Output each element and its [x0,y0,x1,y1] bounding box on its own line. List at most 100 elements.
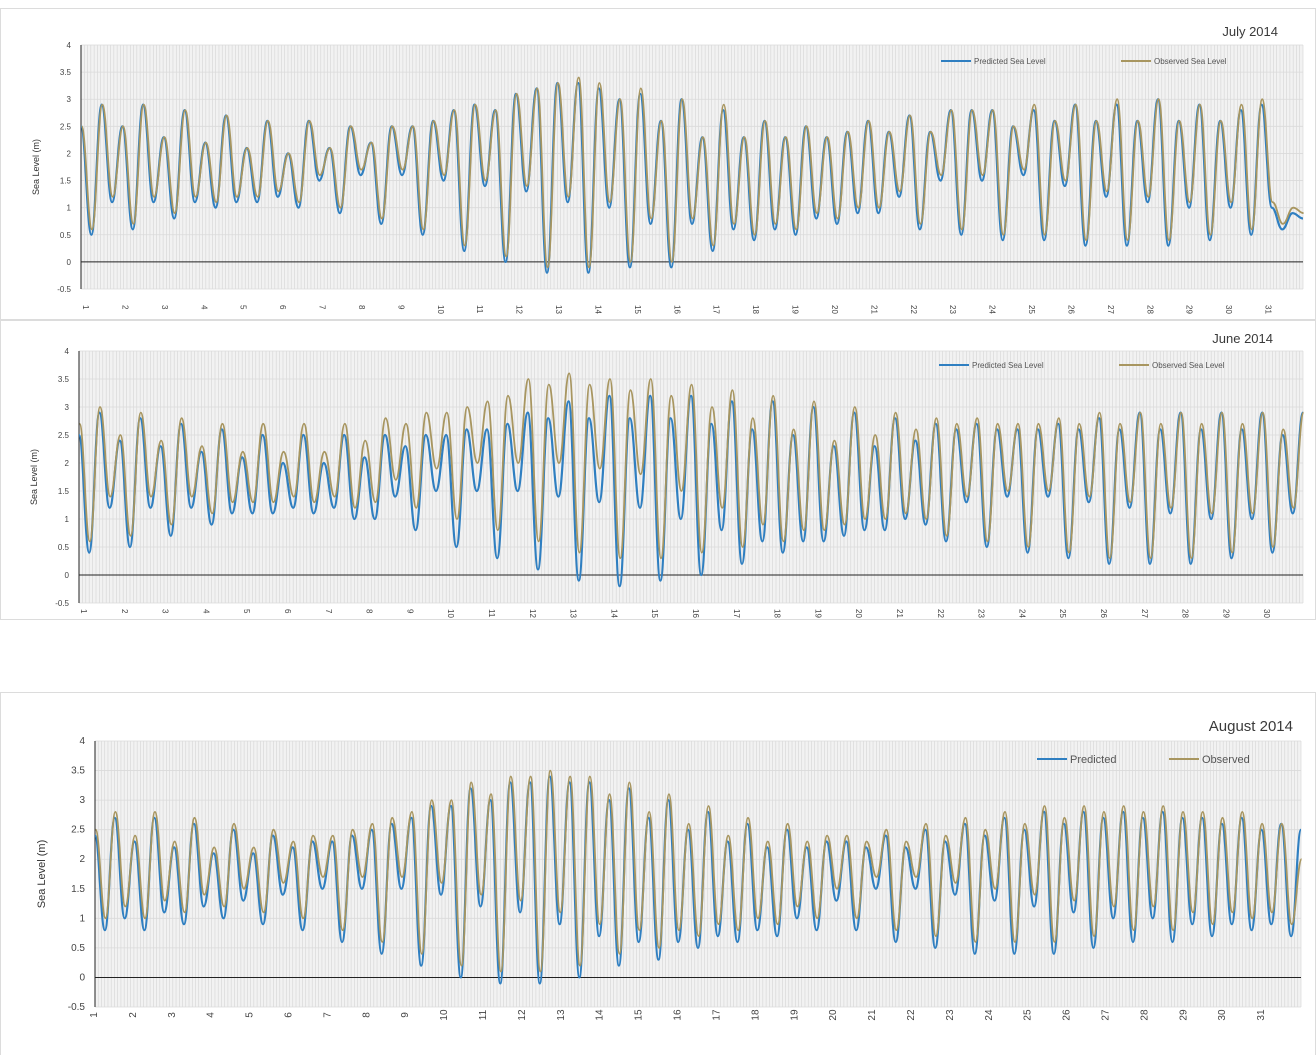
x-tick-label: 12 [515,305,524,314]
x-tick-label: 9 [396,305,405,310]
x-tick-label: 31 [1264,305,1273,314]
legend-label: Predicted [1070,754,1116,766]
x-tick-label: 16 [672,305,681,314]
y-tick-label: 0 [67,258,72,267]
x-tick-label: 3 [161,609,170,614]
x-tick-label: 14 [595,1009,606,1021]
x-tick-label: 22 [909,305,918,314]
y-axis-label: Sea Level (m) [36,840,48,908]
y-tick-label: 0 [65,571,70,580]
x-tick-label: 8 [361,1012,372,1018]
y-tick-label: 2 [67,149,72,158]
x-tick-label: 18 [773,609,782,618]
x-tick-label: 26 [1062,1009,1073,1021]
y-tick-label: 3 [65,403,70,412]
x-tick-label: 15 [650,609,659,618]
x-tick-label: 20 [828,1009,839,1021]
x-tick-label: 3 [160,305,169,310]
x-tick-label: 5 [239,305,248,310]
x-tick-label: 1 [89,1012,100,1018]
x-tick-label: 18 [750,1009,761,1021]
sea-level-chart-june: -0.500.511.522.533.541 2 3 4 5 6 7 8 9 10 11 12 13 14… [29,331,1305,618]
x-tick-label: 29 [1185,305,1194,314]
y-tick-label: 1.5 [58,487,70,496]
x-tick-label: 9 [405,609,414,614]
x-tick-label: 27 [1100,1009,1111,1021]
chart-title: July 2014 [1222,24,1278,39]
x-tick-label: 26 [1099,609,1108,618]
x-tick-label: 23 [977,609,986,618]
y-tick-label: 3 [79,795,85,806]
x-tick-label: 4 [201,609,210,614]
y-tick-label: 2 [79,854,85,865]
x-tick-label: 19 [813,609,822,618]
x-tick-label: 4 [206,1012,217,1018]
vertical-gridlines [80,45,1304,289]
legend-label: Observed Sea Level [1154,57,1227,66]
x-tick-label: 19 [791,305,800,314]
vertical-gridlines [78,351,1304,603]
chart-title: August 2014 [1209,718,1293,735]
x-tick-label: 5 [242,609,251,614]
x-tick-label: 6 [284,1012,295,1018]
x-tick-label: 29 [1178,1009,1189,1021]
x-tick-label: 26 [1066,305,1075,314]
x-tick-label: 24 [988,305,997,314]
x-tick-label: 15 [634,1009,645,1021]
x-tick-label: 8 [357,305,366,310]
x-tick-label: 30 [1262,609,1271,618]
chart-panel-july: -0.5 0 0.5 1 1.5 2 2.5 3 3.5 4 1 2 3 4 5 6 7 8 9 10 11 12 13 14… [0,8,1316,320]
y-axis-label: Sea Level (m) [29,449,39,505]
x-tick-label: 27 [1140,609,1149,618]
y-tick-label: -0.5 [55,599,69,608]
x-tick-label: 15 [633,305,642,314]
x-tick-label: 28 [1181,609,1190,618]
y-tick-label: 1 [67,204,72,213]
y-tick-label: 1 [65,515,70,524]
x-tick-label: 11 [478,1009,489,1020]
x-tick-label: 13 [554,305,563,314]
x-tick-label: 10 [446,609,455,618]
sea-level-chart-august: -0.500.511.522.533.541 2 3 4 5 6 7 8 9 10 11 12 13 14… [36,718,1303,1021]
x-tick-label: 17 [711,1009,722,1021]
chart-panel-june: -0.5 0 0.5 1 1.5 2 2.5 3 3.5 4 1 2 3 4 5 6 7 8 9 10 11 12 13 14… [0,320,1316,620]
x-tick-label: 11 [475,305,484,314]
legend-label: Observed [1202,754,1250,766]
series-line-observed [94,769,1303,973]
x-tick-label: 16 [673,1009,684,1021]
x-tick-label: 21 [869,305,878,314]
y-tick-label: -0.5 [57,285,71,294]
x-tick-label: 9 [400,1012,411,1018]
sea-level-chart-july: -0.500.511.522.533.541 2 3 4 5 6 7 8 9 10 11 12 13 14… [31,24,1304,314]
y-tick-label: 1 [79,913,85,924]
y-tick-label: 2.5 [60,122,72,131]
chart-title: June 2014 [1212,331,1273,346]
x-tick-label: 30 [1217,1009,1228,1021]
series-line-observed [78,372,1305,560]
x-tick-label: 30 [1224,305,1233,314]
y-tick-label: 4 [67,41,72,50]
chart-panel-august: -0.5 0 0.5 1 1.5 2 2.5 3 3.5 4 1 2 3 4 5 6 7 8 9 10 11 12 13 14… [0,692,1316,1055]
x-tick-label: 7 [322,1012,333,1018]
x-tick-label: 12 [528,609,537,618]
x-tick-label: 1 [79,609,88,614]
legend-label: Predicted Sea Level [972,361,1044,370]
x-tick-label: 2 [120,305,129,310]
y-tick-label: 2.5 [71,825,85,836]
y-tick-label: 4 [79,736,85,747]
x-tick-label: 5 [245,1012,256,1018]
x-tick-label: 25 [1023,1009,1034,1021]
x-tick-label: 28 [1139,1009,1150,1021]
x-tick-label: 24 [1017,609,1026,618]
x-tick-label: 12 [517,1009,528,1021]
x-tick-label: 14 [609,609,618,618]
y-tick-label: 0 [79,972,85,983]
x-tick-label: 22 [906,1009,917,1021]
y-tick-label: -0.5 [68,1002,86,1013]
y-tick-label: 2.5 [58,431,70,440]
x-tick-label: 31 [1256,1009,1267,1021]
x-tick-label: 6 [278,305,287,310]
x-tick-label: 23 [945,1009,956,1021]
x-tick-label: 14 [593,305,602,314]
x-tick-label: 27 [1106,305,1115,314]
